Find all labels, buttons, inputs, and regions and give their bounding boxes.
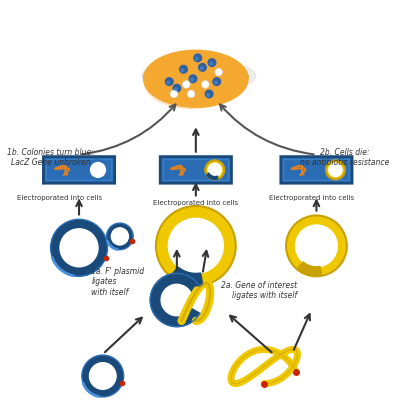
FancyBboxPatch shape	[284, 159, 349, 180]
FancyBboxPatch shape	[160, 157, 231, 183]
Circle shape	[295, 225, 337, 267]
Circle shape	[180, 66, 187, 73]
Circle shape	[170, 90, 178, 98]
FancyBboxPatch shape	[281, 157, 352, 183]
Circle shape	[213, 78, 221, 85]
Circle shape	[183, 81, 190, 88]
Circle shape	[167, 81, 170, 84]
Circle shape	[111, 228, 128, 245]
FancyBboxPatch shape	[44, 157, 114, 183]
Circle shape	[200, 67, 203, 70]
Circle shape	[60, 229, 98, 267]
Circle shape	[195, 57, 198, 60]
Circle shape	[208, 59, 216, 66]
Circle shape	[199, 63, 206, 71]
Polygon shape	[170, 267, 203, 286]
Circle shape	[215, 68, 223, 76]
Circle shape	[187, 90, 195, 98]
Circle shape	[168, 218, 223, 274]
Circle shape	[206, 160, 224, 179]
Circle shape	[326, 160, 345, 179]
Circle shape	[207, 94, 209, 96]
Circle shape	[181, 69, 184, 72]
Text: Electroporated into cells: Electroporated into cells	[269, 194, 354, 201]
Circle shape	[286, 215, 347, 276]
Circle shape	[51, 219, 108, 276]
Circle shape	[194, 54, 202, 62]
Circle shape	[107, 223, 133, 250]
Circle shape	[175, 88, 177, 91]
Circle shape	[209, 62, 213, 65]
Circle shape	[208, 163, 221, 177]
Text: 2b. Cells die:
no antibiotic resistance: 2b. Cells die: no antibiotic resistance	[300, 148, 390, 167]
Polygon shape	[297, 262, 322, 276]
Text: Electroporated into cells: Electroporated into cells	[153, 200, 238, 206]
Ellipse shape	[142, 59, 256, 93]
Circle shape	[82, 355, 124, 397]
Text: 1b. Colonies turn blue:
LacZ Gene unbroken: 1b. Colonies turn blue: LacZ Gene unbrok…	[7, 148, 94, 167]
Circle shape	[214, 81, 217, 84]
Circle shape	[329, 163, 342, 177]
FancyBboxPatch shape	[163, 159, 228, 180]
Ellipse shape	[144, 58, 238, 109]
Circle shape	[173, 84, 181, 92]
Circle shape	[202, 81, 209, 88]
Polygon shape	[150, 274, 200, 327]
Text: Electroporated into cells: Electroporated into cells	[17, 194, 103, 201]
Circle shape	[190, 78, 194, 81]
Circle shape	[166, 78, 173, 85]
Ellipse shape	[144, 50, 248, 107]
Text: 2a. Gene of interest
ligates with itself: 2a. Gene of interest ligates with itself	[221, 281, 297, 300]
Ellipse shape	[144, 72, 248, 80]
Circle shape	[189, 75, 197, 82]
Circle shape	[89, 160, 108, 179]
FancyBboxPatch shape	[46, 159, 112, 180]
Circle shape	[156, 206, 236, 286]
Circle shape	[206, 90, 213, 98]
Circle shape	[89, 363, 116, 389]
Text: 1a. F' plasmid
ligates
with itself: 1a. F' plasmid ligates with itself	[91, 267, 145, 297]
